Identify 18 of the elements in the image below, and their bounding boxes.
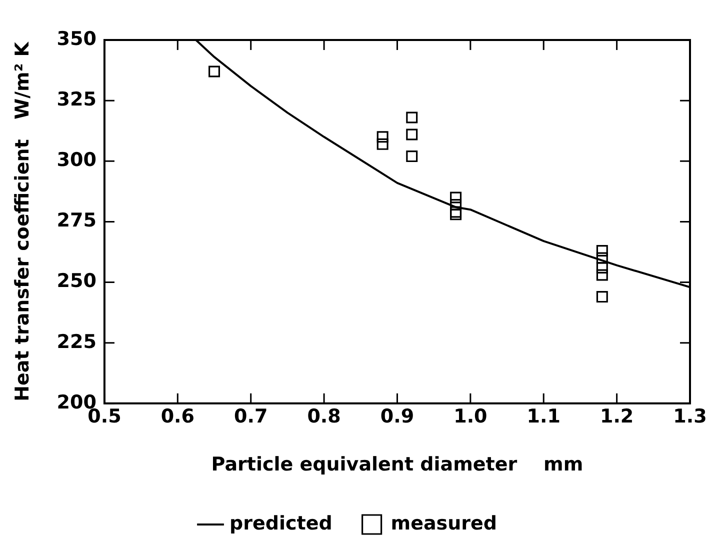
x-tick-label: 1.0 bbox=[454, 406, 488, 428]
y-tick-label: 350 bbox=[56, 28, 96, 50]
y-tick-label: 225 bbox=[56, 330, 96, 353]
x-axis-title: Particle equivalent diameter mm bbox=[211, 454, 584, 476]
legend-label: predicted bbox=[230, 512, 332, 534]
y-tick-label: 250 bbox=[56, 270, 96, 292]
y-tick-label: 275 bbox=[56, 210, 96, 232]
y-tick-label: 325 bbox=[56, 88, 96, 111]
y-axis-title: Heat transfer coefficient W/m² K bbox=[11, 40, 34, 402]
x-tick-label: 0.8 bbox=[307, 406, 341, 428]
x-tick-label: 0.7 bbox=[234, 406, 268, 428]
y-tick-label: 300 bbox=[56, 149, 96, 172]
x-tick-label: 1.2 bbox=[600, 406, 634, 428]
x-tick-label: 0.6 bbox=[160, 406, 194, 428]
x-tick-label: 1.1 bbox=[526, 406, 560, 428]
legend-label: measured bbox=[390, 512, 498, 534]
x-tick-label: 0.9 bbox=[380, 406, 414, 428]
x-tick-label: 1.3 bbox=[673, 406, 707, 428]
